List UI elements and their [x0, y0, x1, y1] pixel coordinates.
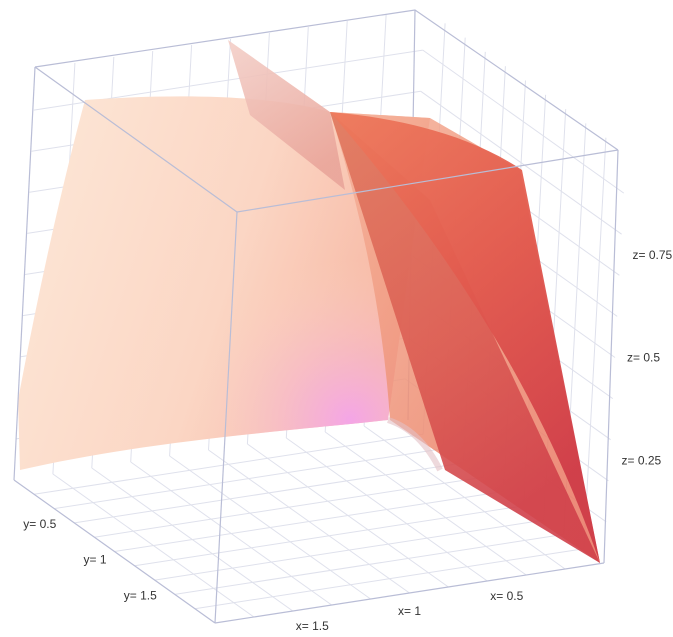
- z-tick-label: z= 0.5: [627, 351, 660, 365]
- floor-grid-line: [114, 491, 504, 552]
- y-tick-label: y= 0.5: [23, 517, 56, 531]
- x-tick-label: x= 1.5: [296, 619, 329, 633]
- y-tick-label: y= 1.5: [124, 588, 157, 602]
- surface: [18, 40, 600, 563]
- floor-grid-line: [94, 476, 484, 538]
- floor-grid: [34, 425, 584, 618]
- surface-fin: [228, 40, 345, 190]
- floor-grid-line: [324, 431, 527, 576]
- back-wall-grid-line: [420, 90, 622, 235]
- floor-grid-line: [247, 443, 449, 588]
- floor-grid-line: [363, 425, 566, 570]
- z-tick-label: z= 0.75: [633, 248, 673, 262]
- back-wall-grid-line: [422, 49, 625, 194]
- x-tick-label: x= 1: [398, 604, 421, 618]
- surface-glow: [18, 96, 430, 470]
- floor-grid-line: [34, 433, 424, 495]
- floor-grid-line: [74, 462, 464, 524]
- surface-corner-curve: [387, 417, 443, 472]
- x-tick-label: x= 0.5: [490, 589, 523, 603]
- box-front-edges: [13, 66, 619, 624]
- z-tick-label: z= 0.25: [622, 453, 662, 467]
- surface-right-region: [330, 112, 600, 563]
- surface-dark-fold: [330, 112, 600, 563]
- floor-grid-line: [286, 437, 488, 582]
- y-tick-label: y= 1: [83, 553, 106, 567]
- floor-grid-line: [54, 448, 444, 510]
- axis-tick-labels: x= 1.5 x= 1 x= 0.5 y= 0.5 y= 1 y= 1.5 z= 0.25 z…: [23, 248, 672, 633]
